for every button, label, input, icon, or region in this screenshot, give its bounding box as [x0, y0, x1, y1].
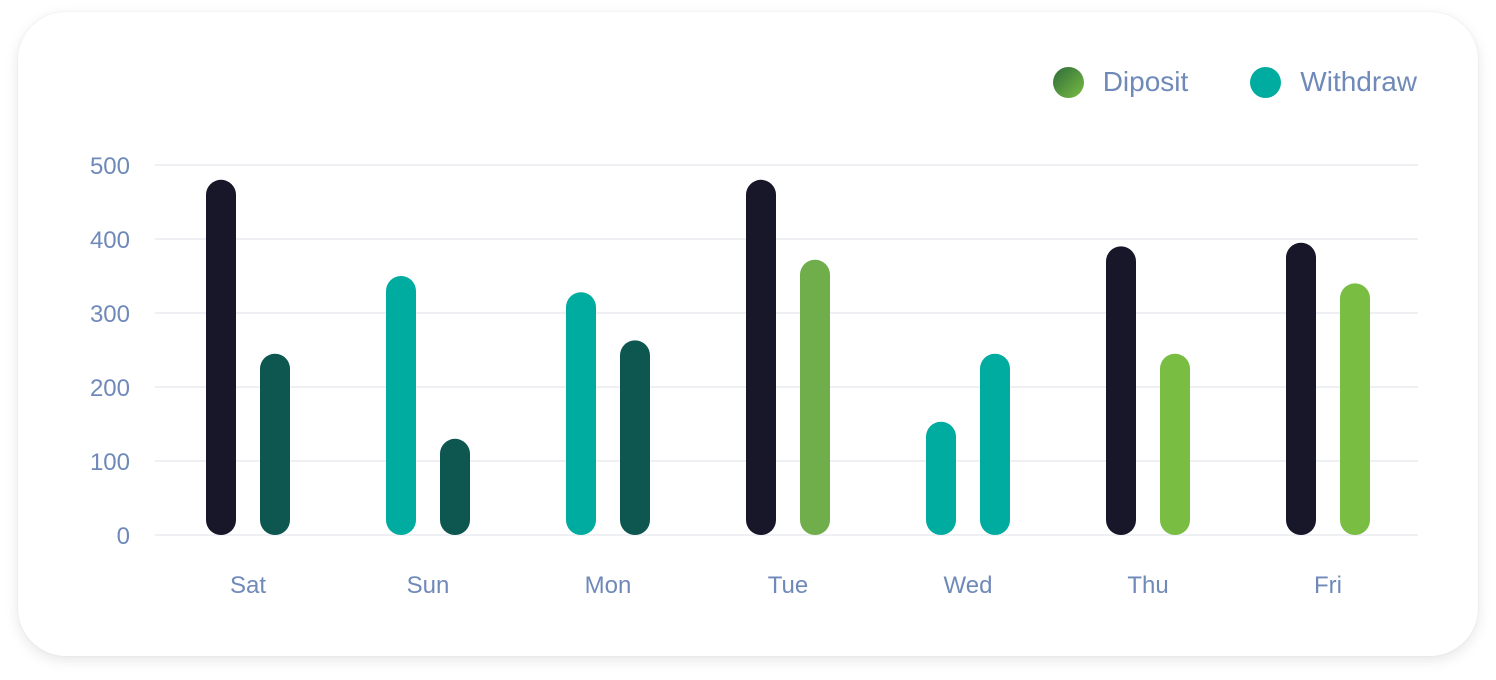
- bar-sun-1[interactable]: [386, 276, 416, 535]
- bar-wed-2[interactable]: [980, 353, 1010, 535]
- bar-mon-2[interactable]: [620, 340, 650, 535]
- bar-thu-1[interactable]: [1106, 246, 1136, 535]
- legend-label-withdraw: Withdraw: [1300, 66, 1417, 97]
- x-tick-label: Tue: [768, 572, 808, 599]
- bar-thu-2[interactable]: [1160, 353, 1190, 535]
- bar-sat-2[interactable]: [260, 353, 290, 535]
- legend-item-deposit: Diposit: [1052, 66, 1189, 98]
- legend-swatch-deposit: [1052, 66, 1084, 98]
- chart-legend: Diposit Withdraw: [991, 66, 1417, 98]
- x-tick-label: Thu: [1127, 572, 1168, 599]
- bar-tue-1[interactable]: [746, 179, 776, 536]
- bar-sun-2[interactable]: [440, 438, 470, 535]
- bar-fri-2[interactable]: [1340, 283, 1370, 535]
- bar-wed-1[interactable]: [926, 421, 956, 535]
- legend-label-deposit: Diposit: [1102, 66, 1189, 97]
- x-tick-label: Sun: [407, 572, 450, 599]
- bar-mon-1[interactable]: [566, 292, 596, 535]
- legend-item-withdraw: Withdraw: [1250, 66, 1417, 98]
- bar-tue-2[interactable]: [800, 259, 830, 535]
- y-tick-label: 200: [90, 375, 130, 402]
- y-tick-label: 0: [117, 523, 130, 550]
- bar-fri-1[interactable]: [1286, 242, 1316, 535]
- y-tick-label: 400: [90, 227, 130, 254]
- x-tick-label: Fri: [1314, 572, 1342, 599]
- legend-swatch-withdraw: [1250, 66, 1282, 98]
- x-tick-label: Wed: [944, 572, 993, 599]
- x-tick-label: Mon: [585, 572, 632, 599]
- x-tick-label: Sat: [230, 572, 266, 599]
- y-tick-label: 100: [90, 449, 130, 476]
- y-tick-label: 500: [90, 153, 130, 180]
- bar-sat-1[interactable]: [206, 179, 236, 536]
- y-tick-label: 300: [90, 301, 130, 328]
